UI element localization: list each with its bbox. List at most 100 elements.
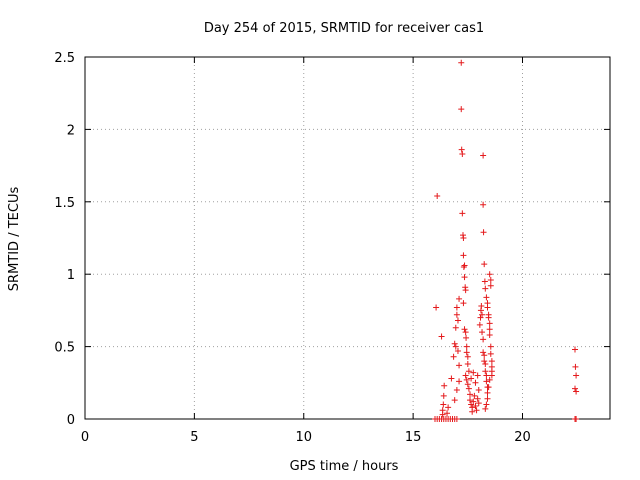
data-point [463, 343, 470, 350]
data-point [479, 311, 486, 318]
plot-frame [84, 56, 611, 420]
data-point [486, 332, 493, 339]
data-point [464, 381, 471, 388]
data-point [464, 360, 471, 367]
data-point [461, 262, 468, 269]
data-point [572, 385, 578, 392]
data-point [471, 392, 478, 399]
data-point [487, 350, 494, 357]
data-point [572, 346, 578, 353]
x-axis-label: GPS time / hours [290, 459, 399, 474]
data-point [572, 363, 579, 370]
y-tick-label: 1.5 [54, 196, 75, 211]
data-point [487, 276, 494, 283]
data-point [465, 385, 472, 392]
data-point [440, 401, 447, 408]
data-point [439, 407, 446, 414]
data-point [452, 343, 459, 350]
data-point [460, 263, 467, 270]
y-tick-label: 1 [67, 268, 75, 283]
data-point [483, 372, 490, 379]
data-point [462, 287, 469, 294]
data-point [573, 372, 580, 379]
data-point [461, 274, 468, 281]
data-point [482, 360, 489, 367]
data-point [463, 334, 470, 341]
data-point [460, 252, 467, 259]
data-point [458, 59, 465, 66]
data-point [459, 210, 466, 217]
y-tick-label: 2.5 [54, 51, 75, 66]
data-point [440, 392, 447, 399]
x-tick-label: 0 [81, 430, 89, 445]
data-point [459, 151, 466, 158]
data-point [438, 333, 445, 340]
data-point [454, 347, 461, 354]
grid-layer [85, 57, 610, 419]
data-point [476, 321, 483, 328]
data-point [460, 300, 467, 307]
data-point [488, 358, 495, 365]
x-tick-label: 20 [514, 430, 531, 445]
data-point [441, 382, 448, 389]
data-point [463, 349, 470, 356]
data-point [487, 343, 494, 350]
data-point [465, 368, 472, 375]
data-point [486, 326, 493, 333]
data-point [481, 352, 488, 359]
data-point [482, 405, 489, 412]
y-tick-label: 2 [67, 123, 75, 138]
data-point [484, 389, 491, 396]
data-point [470, 398, 477, 405]
data-point [460, 235, 467, 241]
data-point [573, 388, 580, 395]
data-point [475, 400, 482, 407]
data-point [485, 314, 492, 321]
data-point [482, 368, 489, 375]
data-point [474, 372, 481, 379]
data-point [480, 201, 487, 208]
data-point [478, 303, 485, 310]
data-point [483, 401, 490, 408]
x-tick-label: 15 [405, 430, 422, 445]
data-point [481, 358, 488, 365]
x-tick-label: 10 [295, 430, 312, 445]
data-point [483, 378, 490, 385]
data-point [573, 416, 580, 422]
data-point [475, 387, 482, 394]
data-point [473, 407, 480, 414]
data-point [480, 152, 487, 159]
data-point [484, 304, 491, 311]
y-tick-label: 0.5 [54, 341, 75, 356]
data-point [480, 229, 487, 236]
data-point [461, 326, 468, 333]
data-point [474, 395, 481, 402]
data-point [486, 376, 493, 383]
data-point [452, 324, 459, 331]
data-point [470, 369, 477, 376]
data-point [486, 320, 493, 327]
data-point [477, 314, 484, 321]
x-tick-label: 5 [190, 430, 198, 445]
data-point [482, 285, 489, 292]
data-point [464, 353, 471, 360]
data-point [456, 362, 463, 369]
data-point [453, 304, 460, 311]
data-point [467, 397, 473, 404]
data-point [480, 349, 487, 356]
data-point [453, 416, 460, 422]
data-point [481, 261, 488, 268]
data-point [458, 146, 465, 153]
data-point [462, 372, 469, 379]
data-point [448, 375, 455, 382]
data-point [472, 402, 479, 409]
data-point [433, 304, 440, 311]
data-point [479, 329, 486, 336]
data-point [462, 329, 469, 336]
data-point [458, 106, 465, 113]
data-point [451, 397, 458, 404]
data-point [453, 311, 460, 318]
data-points [432, 59, 580, 422]
data-point [454, 317, 461, 324]
